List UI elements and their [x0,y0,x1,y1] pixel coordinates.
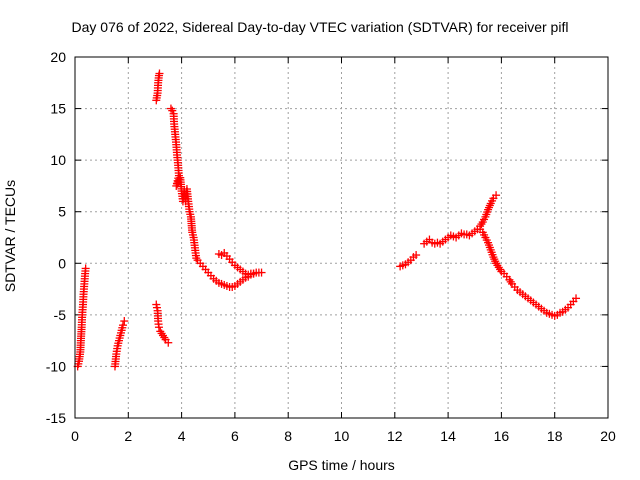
data-point [120,317,129,326]
y-tick-label: -5 [54,307,67,323]
data-point [412,251,421,260]
x-tick-label: 14 [440,428,456,444]
y-tick-label: 10 [50,152,66,168]
x-axis-label: GPS time / hours [288,457,395,473]
data-point [154,323,163,332]
plot-frame [74,56,609,419]
axis-ticks: 0 2 4 6 8 10 12 14 16 18 20 -15 -10 -5 0 5 10 15 20 [46,49,616,444]
data-point [257,268,266,277]
x-tick-label: 0 [71,428,79,444]
y-tick-label: -10 [46,358,66,374]
data-point [492,191,501,200]
x-tick-label: 12 [387,428,403,444]
x-tick-label: 16 [494,428,510,444]
data-point [155,69,164,78]
data-point [572,294,581,303]
x-tick-label: 2 [124,428,132,444]
x-tick-label: 20 [600,428,616,444]
x-tick-label: 10 [334,428,350,444]
x-tick-label: 18 [547,428,563,444]
y-tick-label: -15 [46,410,66,426]
y-tick-label: 15 [50,101,66,117]
data-points [73,69,581,371]
data-point [164,338,173,347]
data-point [118,321,127,330]
data-point [249,269,258,278]
data-point [81,264,90,273]
y-tick-label: 0 [58,255,66,271]
y-tick-label: 20 [50,49,66,65]
data-point [506,277,515,286]
grid-lines [75,57,608,418]
chart-title: Day 076 of 2022, Sidereal Day-to-day VTE… [71,19,569,35]
x-tick-label: 4 [178,428,186,444]
x-tick-label: 8 [284,428,292,444]
y-tick-label: 5 [58,204,66,220]
x-tick-label: 6 [231,428,239,444]
